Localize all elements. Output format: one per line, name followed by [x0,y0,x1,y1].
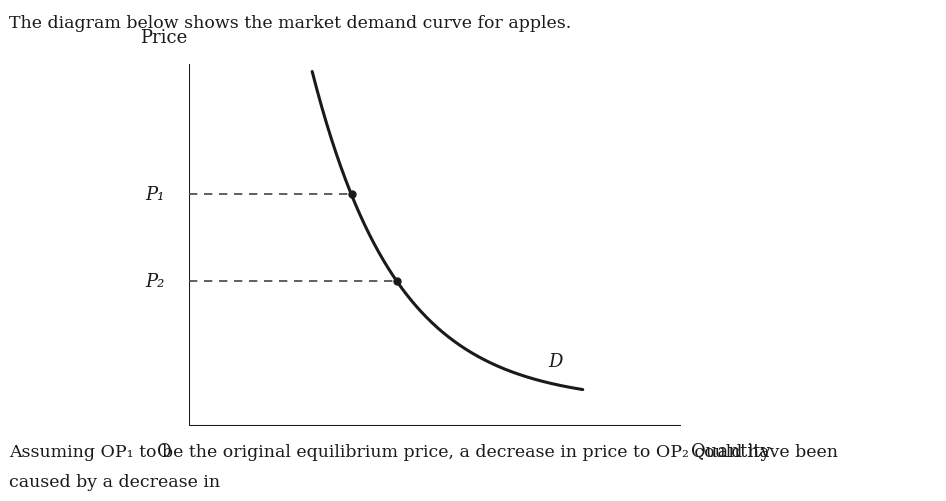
Text: Quantity: Quantity [691,442,770,460]
Text: The diagram below shows the market demand curve for apples.: The diagram below shows the market deman… [9,15,571,32]
Text: Price: Price [140,29,187,47]
Text: P₁: P₁ [146,186,165,204]
Text: P₂: P₂ [146,273,165,291]
Text: D: D [549,352,563,370]
Text: Assuming OP₁ to be the original equilibrium price, a decrease in price to OP₂ co: Assuming OP₁ to be the original equilibr… [9,443,838,460]
Text: O: O [157,442,172,460]
Text: caused by a decrease in: caused by a decrease in [9,473,220,490]
